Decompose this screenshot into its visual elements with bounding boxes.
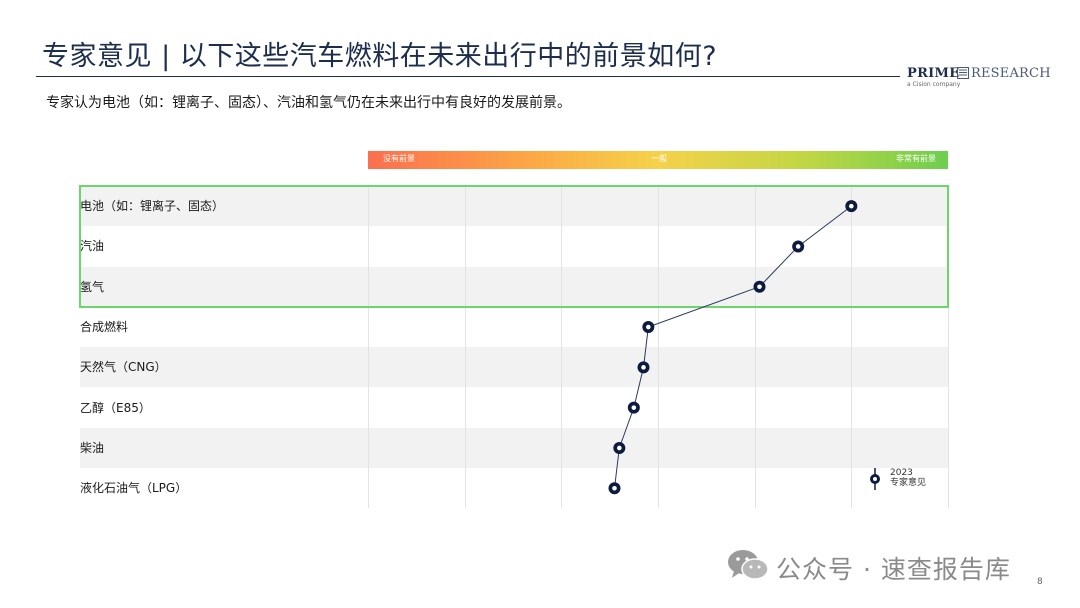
data-point [753, 280, 766, 293]
data-point [613, 441, 626, 454]
category-label: 柴油 [80, 440, 105, 455]
category-label: 汽油 [80, 239, 105, 254]
watermark: 公众号 · 速查报告库 [726, 548, 1056, 584]
logo-tagline: a Cision company [907, 81, 961, 88]
data-point [792, 240, 805, 253]
page-subtitle: 专家认为电池（如：锂离子、固态）、汽油和氢气仍在未来出行中有良好的发展前景。 [46, 95, 571, 111]
watermark-text: 公众号 · 速查报告库 [776, 555, 1011, 584]
category-label: 天然气（CNG） [80, 360, 167, 375]
title-divider [36, 76, 900, 77]
row-band [80, 186, 948, 226]
wechat-icon [728, 550, 769, 580]
highlight-box [79, 185, 949, 308]
logo-prime-text: PRIME [907, 66, 960, 81]
category-label: 乙醇（E85） [80, 400, 151, 415]
scale-label-2: 非常有前景 [896, 154, 936, 163]
gridline [851, 186, 853, 508]
page-number: 8 [1037, 577, 1043, 587]
data-point [608, 482, 621, 495]
logo-books-icon [957, 67, 969, 79]
row-band [80, 347, 948, 388]
gridline [561, 186, 563, 508]
data-point [627, 401, 640, 414]
category-label: 合成燃料 [80, 320, 129, 335]
series-line [614, 205, 852, 489]
data-point [845, 200, 858, 213]
gridline [368, 186, 369, 508]
category-label: 氢气 [80, 279, 105, 294]
category-label: 液化石油气（LPG） [80, 481, 188, 496]
category-label: 电池（如：锂离子、固态） [80, 199, 225, 214]
scale-label-0: 没有前景 [383, 154, 415, 163]
outlook-scale-bar [368, 151, 948, 169]
prime-research-logo: PRIME RESEARCH a Cision company [907, 66, 1052, 90]
scale-label-1: 一般 [651, 154, 667, 163]
legend-year: 2023 [890, 468, 913, 478]
gridline [464, 186, 466, 508]
gridline [754, 186, 756, 508]
data-point [642, 321, 655, 334]
gridline [948, 186, 949, 508]
legend-marker-icon [870, 468, 880, 490]
row-band [80, 266, 948, 307]
row-band [80, 427, 948, 468]
logo-research-text: RESEARCH [971, 66, 1051, 81]
legend-label: 专家意见 [890, 478, 927, 488]
gridline [658, 186, 659, 508]
data-point [637, 361, 650, 374]
page-title: 专家意见 | 以下这些汽车燃料在未来出行中的前景如何? [42, 41, 718, 72]
